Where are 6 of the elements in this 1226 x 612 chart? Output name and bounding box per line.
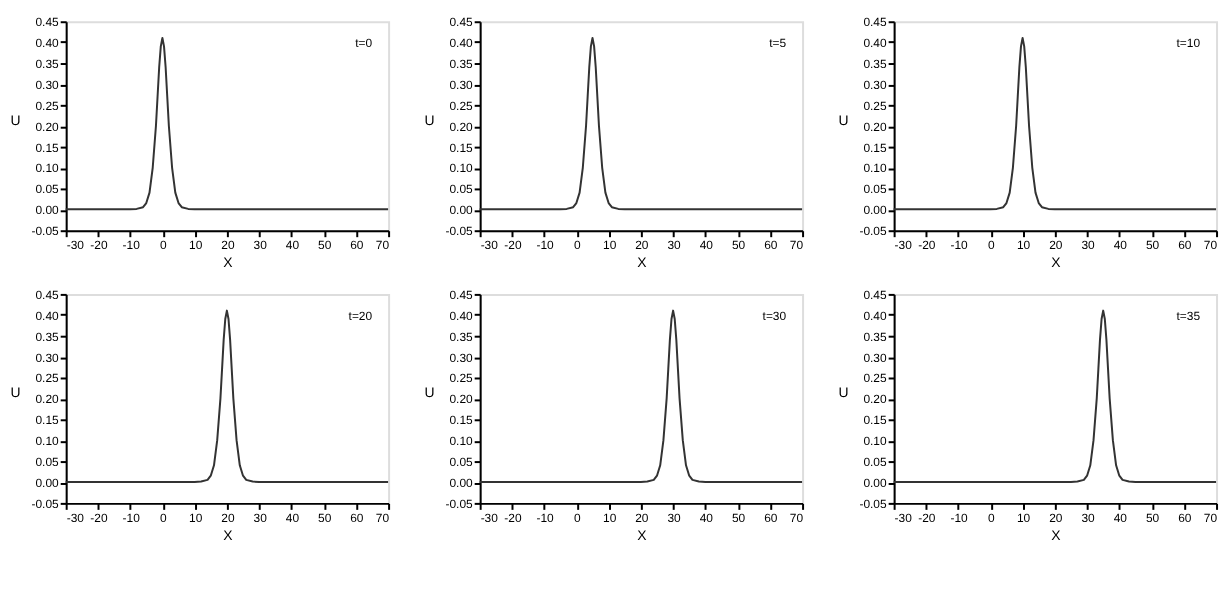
- line-series: [892, 309, 1218, 483]
- line-series: [478, 309, 804, 483]
- line-series: [892, 36, 1218, 211]
- line-series: [64, 309, 390, 483]
- line-series: [478, 36, 804, 211]
- line-series: [64, 36, 390, 211]
